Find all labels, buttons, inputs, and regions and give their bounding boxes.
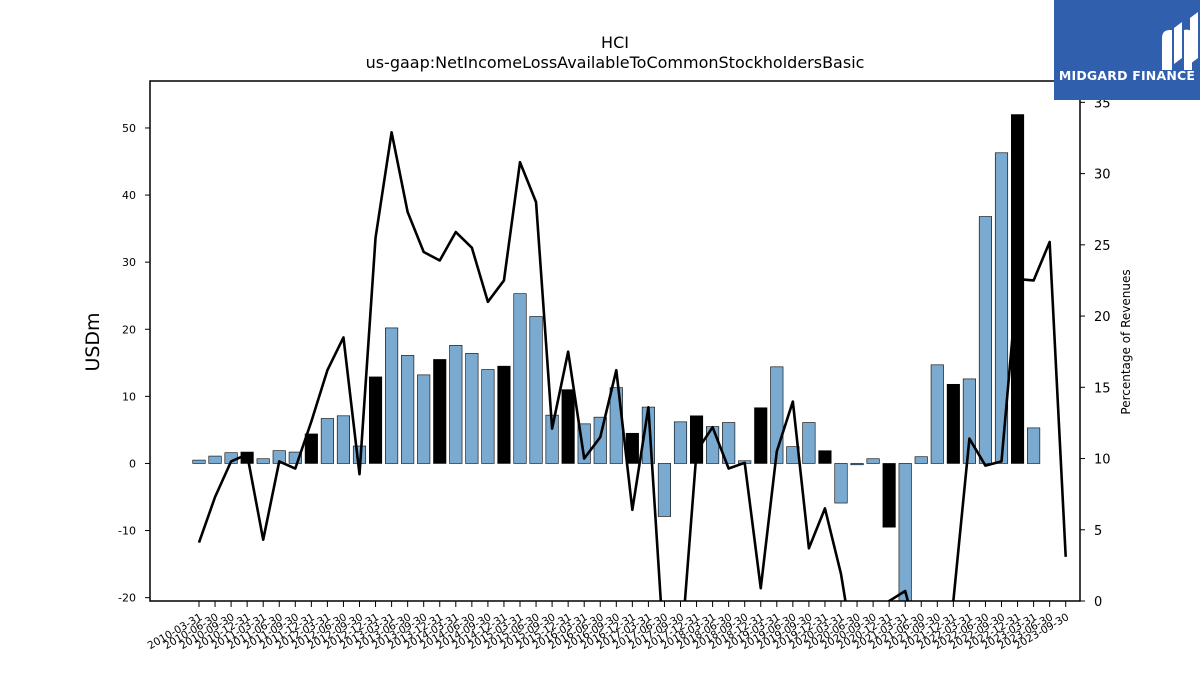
bar (930, 364, 944, 464)
bar (914, 456, 928, 464)
y-tick-label: 0 (129, 457, 136, 470)
plot-frame (149, 80, 1081, 602)
bar (304, 433, 318, 464)
y-tick-label: 50 (122, 122, 136, 135)
bar (513, 293, 527, 464)
bar (994, 152, 1009, 464)
y-tick-label: 20 (122, 323, 136, 336)
bar (1027, 427, 1041, 464)
bar (754, 407, 768, 464)
logo-mark-icon (1162, 12, 1198, 71)
y2-tick-label: 30 (1094, 168, 1111, 183)
bar (850, 463, 864, 466)
bar (497, 365, 511, 464)
bar (368, 376, 383, 464)
bar (657, 463, 672, 517)
y-tick-label: 30 (122, 256, 136, 269)
chart-subtitle: us-gaap:NetIncomeLossAvailableToCommonSt… (366, 53, 865, 72)
bar (401, 355, 415, 464)
bar (834, 463, 848, 504)
y2-tick-label: 35 (1094, 96, 1111, 111)
bar (625, 432, 639, 464)
y-tick-label: 40 (122, 189, 136, 202)
bar (946, 383, 960, 464)
bar (449, 345, 463, 464)
bar (336, 415, 351, 464)
bar (673, 421, 688, 464)
y2-tick-label: 10 (1094, 453, 1111, 468)
bar (320, 418, 334, 464)
bar (882, 463, 896, 528)
bar (385, 327, 399, 464)
bar (208, 455, 222, 464)
y2-tick-label: 15 (1094, 381, 1111, 396)
bar (898, 463, 912, 601)
y-axis-label: USDm (82, 312, 104, 371)
bar (433, 359, 447, 464)
bar (866, 458, 880, 464)
y-tick-label: -20 (118, 592, 136, 605)
bar (465, 353, 479, 464)
bar (722, 422, 736, 464)
bar (481, 369, 495, 464)
y-tick-label: 10 (122, 390, 136, 403)
line-series (197, 130, 1067, 601)
bar (561, 389, 575, 464)
bar (529, 316, 543, 464)
y2-tick-label: 0 (1094, 595, 1102, 610)
chart-marks: -20-1001020304050051015202530352010-03-3… (118, 96, 1111, 652)
bar (288, 451, 302, 464)
y-tick-label: -10 (118, 525, 136, 538)
bar (802, 422, 816, 464)
bar (417, 374, 431, 464)
bar (192, 459, 206, 464)
bar (818, 450, 832, 464)
midgard-finance-logo: MIDGARD FINANCE (1054, 0, 1200, 100)
chart-title: HCI (601, 33, 629, 52)
brand-name: MIDGARD FINANCE (1058, 68, 1196, 83)
y2-tick-label: 5 (1094, 524, 1102, 539)
bar (978, 216, 993, 464)
bar (256, 458, 270, 464)
y2-axis-label: Percentage of Revenues (1119, 269, 1133, 414)
y2-tick-label: 20 (1094, 310, 1111, 325)
y2-tick-label: 25 (1094, 239, 1111, 254)
